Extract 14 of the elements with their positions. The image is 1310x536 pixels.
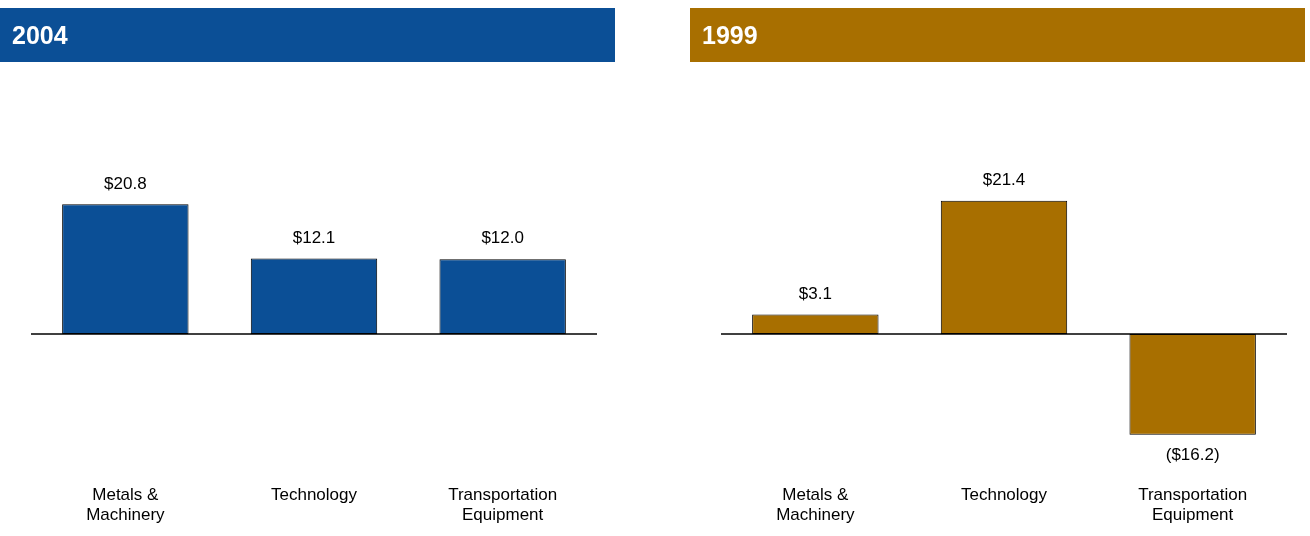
x-tick-label: Metals & Machinery [86, 485, 166, 525]
data-label: $21.4 [982, 169, 1026, 189]
data-label: $20.8 [104, 173, 147, 193]
x-tick-label: Transportation Equipment [1138, 485, 1248, 525]
data-label: $12.1 [292, 227, 336, 247]
x-tick-label: Technology [270, 485, 358, 505]
chart-title: 2004 [0, 8, 615, 62]
x-tick-label: Metals & Machinery [776, 485, 856, 525]
x-tick-label: Technology [960, 485, 1048, 505]
data-label: $12.0 [481, 228, 524, 248]
data-label: ($16.2) [1165, 445, 1220, 465]
x-tick-label: Transportation Equipment [448, 485, 558, 525]
data-label: $3.1 [798, 283, 832, 303]
chart-title: 1999 [690, 8, 1305, 62]
